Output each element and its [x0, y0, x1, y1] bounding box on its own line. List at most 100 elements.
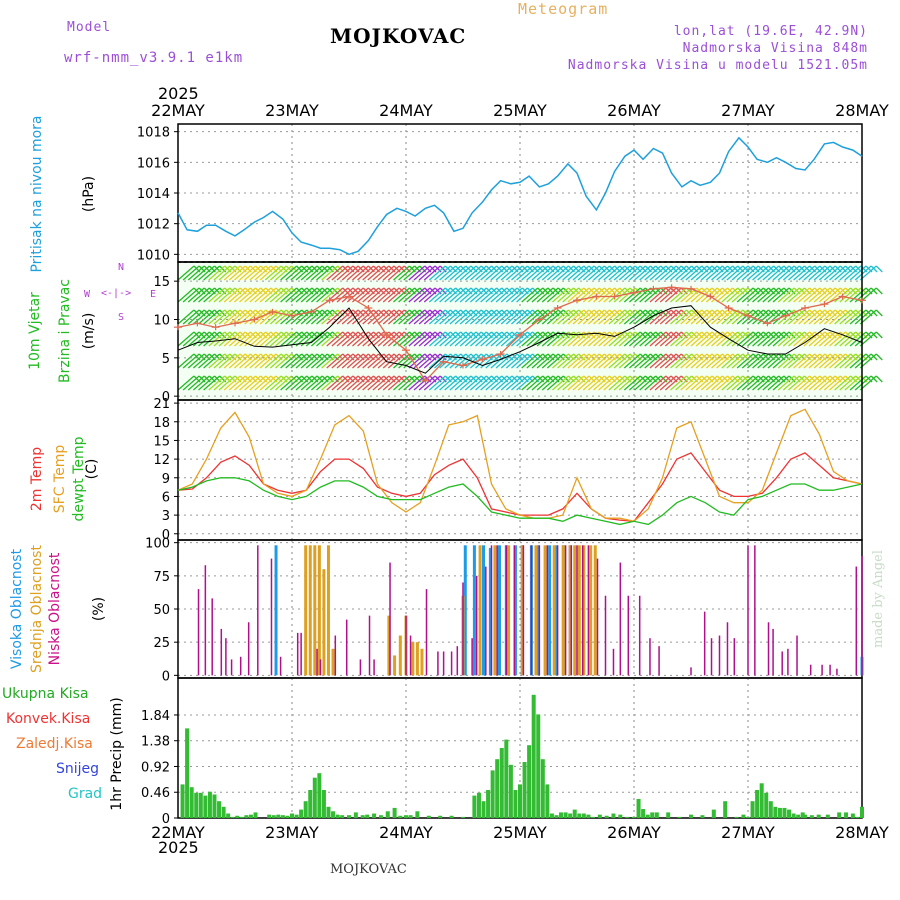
cloud-bar	[334, 635, 337, 676]
y-tick-label: 0	[162, 812, 170, 827]
wind-barb	[295, 287, 313, 303]
wind-barb	[310, 353, 328, 369]
wind-barb	[711, 265, 728, 281]
wind-barb	[680, 353, 698, 369]
wind-barb	[285, 265, 303, 281]
precip-bar	[618, 814, 623, 818]
wind-barb	[536, 353, 554, 369]
precip-bar	[604, 815, 609, 818]
wind-barb	[500, 309, 518, 325]
wind-barb	[362, 287, 380, 303]
wind-barb	[593, 287, 610, 303]
wind-barb	[736, 375, 754, 391]
wind-barb	[803, 353, 821, 369]
wind-barb	[495, 265, 513, 281]
wind-barb	[439, 287, 457, 303]
wind-barb	[192, 287, 210, 303]
wind-barb	[475, 309, 492, 325]
wind-barb	[582, 265, 600, 281]
cloud-bar	[538, 545, 541, 676]
wind-barb	[239, 331, 256, 347]
wind-barb	[208, 375, 226, 391]
wind-barb	[439, 309, 457, 325]
wind-barb	[362, 331, 380, 347]
wind-barb	[290, 331, 308, 347]
wind-barb	[859, 375, 877, 391]
precip-bar	[438, 815, 443, 818]
cloud-bar	[317, 545, 321, 676]
date-tick-bottom: 27MAY	[721, 823, 775, 842]
wind-barb	[618, 309, 636, 325]
cloud-bar	[319, 659, 322, 676]
wind-barb	[239, 265, 256, 281]
cloud-bar	[409, 635, 412, 676]
wind-barb	[280, 353, 298, 369]
wind-barb	[526, 265, 544, 281]
wind-barb	[747, 309, 764, 325]
station-title: MOJKOVAC	[330, 24, 467, 48]
wind-barb	[623, 265, 641, 281]
wind-barb	[644, 287, 662, 303]
wind-barb	[449, 265, 467, 281]
precip-bar	[540, 759, 545, 818]
cloud-bar	[296, 632, 299, 676]
wind-barb	[244, 353, 262, 369]
wind-barb-flag	[870, 375, 878, 383]
wind-barb	[644, 331, 662, 347]
y-tick-label: 10	[153, 314, 170, 329]
wind-barb	[613, 375, 631, 391]
cloud-bar	[513, 545, 516, 676]
wind-barb	[213, 287, 231, 303]
cloud-bar	[649, 638, 651, 676]
wind-barb	[218, 287, 236, 303]
wind-barb	[567, 309, 585, 325]
wind-barb	[393, 287, 410, 303]
wind-barb	[316, 287, 333, 303]
y-tick-label: 15	[153, 275, 170, 290]
precip-bar	[768, 801, 773, 818]
wind-barb	[428, 353, 446, 369]
wind-barb	[654, 309, 672, 325]
wind-barb	[516, 309, 534, 325]
cloud-bar	[861, 555, 863, 676]
y-tick-label: 100	[145, 537, 170, 552]
y-tick-label: 6	[162, 490, 170, 505]
wind-barb	[767, 287, 785, 303]
wind-barb	[336, 331, 354, 347]
wind-barb	[680, 331, 698, 347]
wind-barb	[362, 353, 380, 369]
wind-barb	[464, 375, 482, 391]
wind-barb	[305, 375, 323, 391]
wind-barb	[741, 353, 759, 369]
wind-barb	[475, 265, 492, 281]
wind-barb	[198, 265, 215, 281]
wind-barb	[516, 375, 534, 391]
wind-barb	[731, 353, 749, 369]
wind-barb	[408, 309, 426, 325]
cloud-bar	[230, 659, 233, 676]
wind-barb	[398, 353, 416, 369]
wind-barb	[459, 309, 477, 325]
wind-barb	[757, 375, 775, 391]
cloud-bar	[552, 545, 556, 676]
y-tick-label: 1.38	[141, 735, 170, 750]
wind-barb	[387, 287, 405, 303]
precip-bar	[746, 816, 750, 818]
cloud-bar	[359, 659, 362, 676]
wind-barb	[264, 265, 282, 281]
cloud-bar	[787, 648, 789, 676]
precip-legend-conv: Konvek.Kisa	[6, 711, 91, 727]
wind-barb	[177, 287, 195, 303]
wind-barb	[387, 309, 405, 325]
precip-bar	[499, 748, 504, 818]
wind-barb	[675, 375, 693, 391]
y-tick-label: 75	[153, 570, 170, 585]
wind-barb	[598, 287, 616, 303]
wind-barb	[634, 265, 651, 281]
precip-bar	[636, 798, 641, 818]
wind-barb	[377, 375, 395, 391]
wind-barb	[500, 287, 518, 303]
cloud-bar	[577, 545, 581, 676]
wind-barb	[249, 309, 267, 325]
wind-barb	[844, 375, 862, 391]
